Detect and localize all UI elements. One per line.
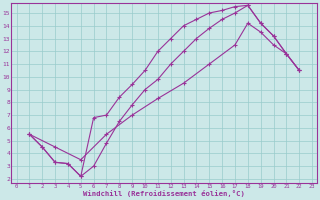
X-axis label: Windchill (Refroidissement éolien,°C): Windchill (Refroidissement éolien,°C) [84,190,245,197]
